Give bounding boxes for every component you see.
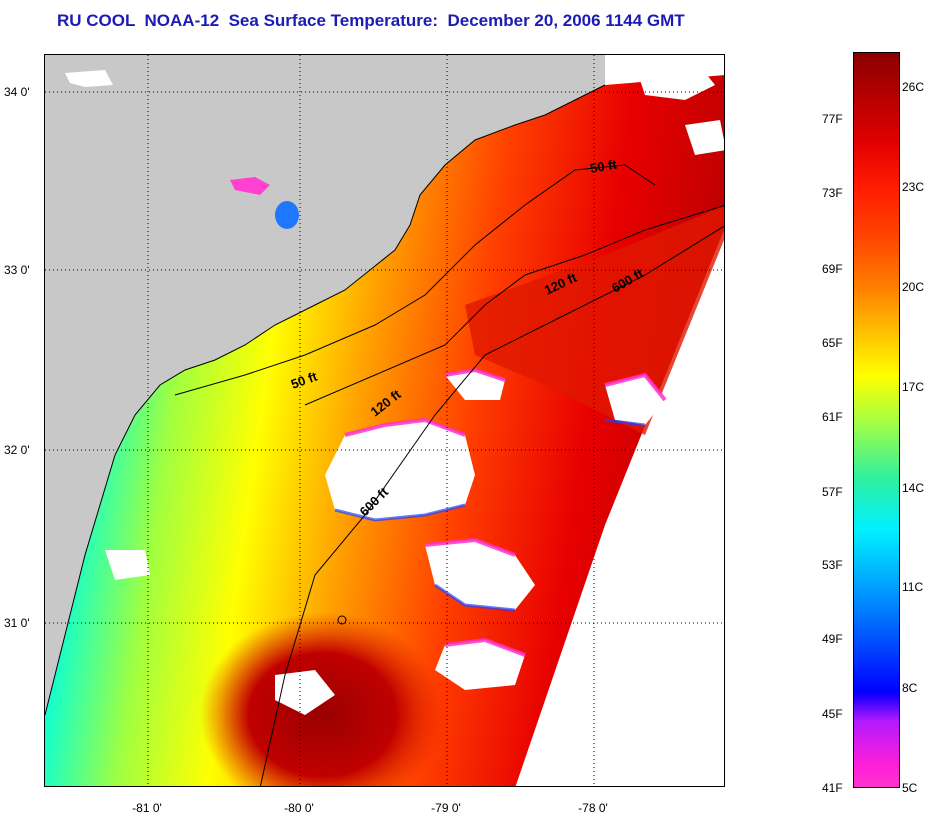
lat-label-32: 32 0' <box>4 443 30 457</box>
land-mass <box>45 55 605 715</box>
isobath-50ft <box>174 164 656 396</box>
cloud-blue-fringes <box>334 418 646 612</box>
colorbar-f-77: 77F <box>822 112 843 126</box>
colorbar-c-20: 20C <box>902 280 925 294</box>
isobath-lines <box>174 164 724 786</box>
colorbar-c-8: 8C <box>902 681 918 695</box>
colorbar-f-73: 73F <box>822 186 843 200</box>
colorbar-c-11: 11C <box>902 580 924 594</box>
inland-white-patch <box>65 70 113 87</box>
buoy-marker[interactable] <box>337 615 347 625</box>
colorbar-f-69: 69F <box>822 262 843 276</box>
sst-map-canvas: 50 ft 50 ft 120 ft 120 ft 600 ft 600 ft <box>45 55 724 786</box>
graticule <box>45 55 724 786</box>
colorbar-c-14: 14C <box>902 481 925 495</box>
colorbar-f-53: 53F <box>822 558 843 572</box>
temperature-colorbar <box>853 52 900 788</box>
lat-label-31: 31 0' <box>4 616 30 630</box>
lat-label-33: 33 0' <box>4 263 30 277</box>
gulfstream-band <box>465 205 724 435</box>
lon-label-78: -78 0' <box>578 801 608 815</box>
lon-label-79: -79 0' <box>431 801 461 815</box>
warm-core <box>165 495 515 786</box>
coastline <box>45 84 606 716</box>
map-title: RU COOL NOAA-12 Sea Surface Temperature:… <box>57 11 685 30</box>
isobath-120ft <box>304 205 724 406</box>
colorbar-f-61: 61F <box>822 410 843 424</box>
colorbar-f-49: 49F <box>822 632 843 646</box>
colorbar-f-57: 57F <box>822 485 843 499</box>
colorbar-f-41: 41F <box>822 781 843 795</box>
colorbar-c-17: 17C <box>902 380 925 394</box>
lake-marion <box>275 201 299 229</box>
lon-label-81: -81 0' <box>132 801 162 815</box>
sst-map[interactable]: 50 ft 50 ft 120 ft 120 ft 600 ft 600 ft <box>44 54 725 787</box>
isobath-600ft <box>259 225 724 786</box>
lon-label-80: -80 0' <box>284 801 314 815</box>
lat-label-34: 34 0' <box>4 85 30 99</box>
cloud-fringes <box>344 367 667 657</box>
colorbar-f-65: 65F <box>822 336 843 350</box>
isobath-label-50ft-north: 50 ft <box>589 156 619 176</box>
cloud-patches <box>105 60 724 715</box>
colorbar-f-45: 45F <box>822 707 843 721</box>
lake-moultrie <box>230 177 270 195</box>
colorbar-c-23: 23C <box>902 180 925 194</box>
colorbar-c-26: 26C <box>902 80 925 94</box>
colorbar-c-5: 5C <box>902 781 918 795</box>
